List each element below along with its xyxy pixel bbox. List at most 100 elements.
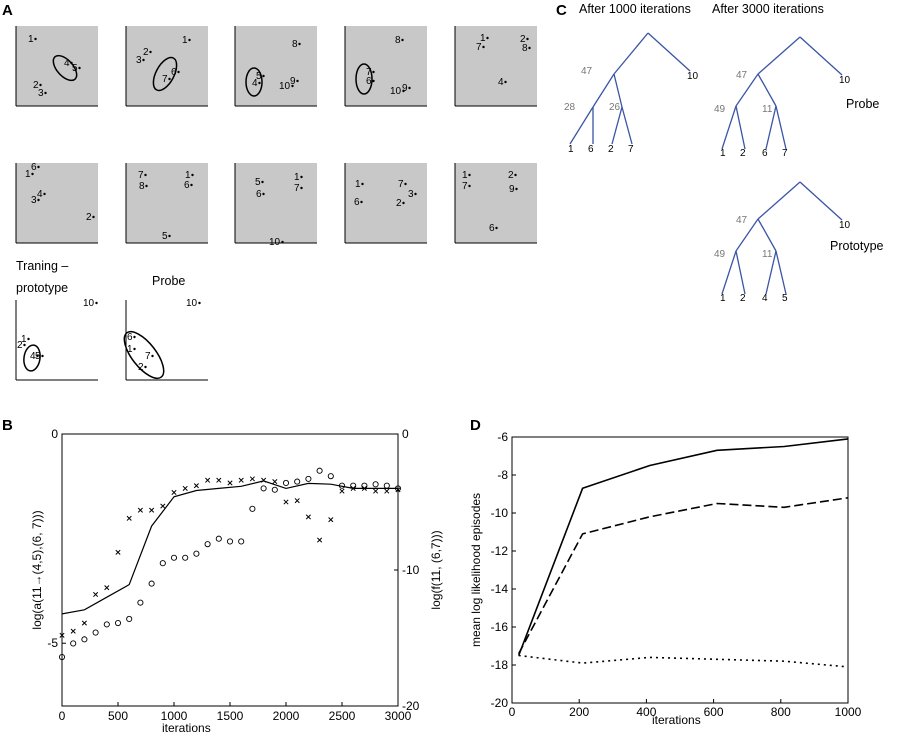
point-dot xyxy=(168,77,171,81)
point-dot xyxy=(23,343,26,347)
box-background xyxy=(455,163,537,243)
point-label: 7 xyxy=(294,183,300,194)
point-label: 5 xyxy=(72,63,78,74)
box-background xyxy=(345,163,427,243)
circle-marker xyxy=(350,482,357,489)
point-dot xyxy=(504,80,507,84)
point-label: 1 xyxy=(355,179,361,190)
x-marker xyxy=(81,620,87,626)
point-dot xyxy=(191,173,194,177)
y-tick-label: -14 xyxy=(491,582,509,596)
point-label: 1 xyxy=(462,170,468,181)
point-label: 3 xyxy=(38,88,44,99)
circle-marker xyxy=(394,485,402,492)
x-marker xyxy=(261,477,267,483)
point-dot xyxy=(404,182,407,186)
leaf-label: 10 xyxy=(839,220,851,231)
circle-marker xyxy=(282,479,290,487)
x-tick-label: 0 xyxy=(59,709,66,723)
node-value: 11 xyxy=(762,104,773,115)
point-dot xyxy=(37,165,40,169)
circle-marker xyxy=(92,629,99,636)
x-marker xyxy=(115,549,121,555)
point-label: 6 xyxy=(127,332,133,343)
x-marker xyxy=(160,503,166,509)
tree-branch xyxy=(735,105,746,150)
point-label: 7 xyxy=(138,170,144,181)
point-dot xyxy=(361,182,364,186)
point-label: 5 xyxy=(256,71,262,82)
x-marker xyxy=(227,480,233,486)
panel-d-chart: iterations mean log likelihood episodes … xyxy=(469,430,862,727)
point-label: 7 xyxy=(145,351,151,362)
tree-branch xyxy=(735,73,759,107)
x-marker xyxy=(137,507,143,513)
point-label: 5 xyxy=(35,351,41,362)
x-tick-label: 400 xyxy=(636,705,656,719)
circle-marker xyxy=(204,541,211,548)
scatter-box: 8 54 910 xyxy=(234,26,317,107)
x-marker xyxy=(238,477,244,483)
point-label: 6 xyxy=(184,180,190,191)
x-marker xyxy=(59,632,65,638)
x-marker xyxy=(283,499,289,505)
x-marker xyxy=(171,489,177,496)
tree-branch xyxy=(592,73,615,108)
scatter-box: 17 28 4 xyxy=(454,26,537,107)
cluster-ellipse xyxy=(23,344,41,372)
point-dot xyxy=(281,240,284,244)
node-value: 47 xyxy=(581,66,593,77)
point-dot xyxy=(408,86,411,90)
point-label: 6 xyxy=(489,223,495,234)
point-label: 9 xyxy=(402,83,408,94)
x-marker xyxy=(294,498,300,504)
scatter-box: 10 61 72 xyxy=(123,298,208,381)
y-tick-label-left: 0 xyxy=(51,427,58,441)
point-dot xyxy=(92,215,95,219)
point-label: 8 xyxy=(522,43,528,54)
point-label: 2 xyxy=(508,170,514,181)
x-marker xyxy=(205,477,211,483)
circle-marker xyxy=(70,640,77,647)
cluster-ellipse xyxy=(355,63,373,95)
point-dot xyxy=(190,183,193,187)
box-background xyxy=(126,26,208,106)
x-tick-label: 600 xyxy=(704,705,724,719)
tree-branch xyxy=(765,105,777,150)
box-title-training-line1: Traning – xyxy=(16,259,68,273)
x-marker xyxy=(216,477,222,483)
leaf-label: 6 xyxy=(762,148,768,159)
point-dot xyxy=(486,36,489,40)
point-dot xyxy=(44,91,47,95)
point-label: 1 xyxy=(294,172,300,183)
point-label: 10 xyxy=(390,86,402,97)
circle-marker xyxy=(159,560,166,567)
dendrogram: 1 2 4 5 10 47 49 11 xyxy=(714,181,851,304)
point-label: 2 xyxy=(86,212,92,223)
point-dot xyxy=(43,192,46,196)
y-tick-label: -16 xyxy=(491,620,509,634)
leaf-label: 5 xyxy=(782,293,788,304)
x-marker xyxy=(70,628,76,634)
series-line xyxy=(61,480,398,615)
panel-c-dendrograms: After 1000 iterations After 3000 iterati… xyxy=(564,2,884,304)
circle-marker xyxy=(193,550,200,557)
point-label: 2 xyxy=(33,80,39,91)
y-tick-label-right: -10 xyxy=(402,563,420,577)
x-tick-label: 200 xyxy=(569,705,589,719)
leaf-label: 10 xyxy=(687,71,699,82)
tree-branch xyxy=(735,250,746,295)
tree-branch xyxy=(613,32,649,75)
tree-branch xyxy=(647,32,691,72)
y-tick-label: -10 xyxy=(491,506,509,520)
point-dot xyxy=(95,301,98,305)
point-dot xyxy=(149,50,152,54)
tree-branch xyxy=(775,105,787,150)
x-marker xyxy=(384,488,390,494)
cluster-ellipse xyxy=(245,67,263,97)
point-dot xyxy=(526,37,529,41)
point-label: 6 xyxy=(366,76,372,87)
cluster-ellipse xyxy=(123,330,165,380)
point-dot xyxy=(360,200,363,204)
leaf-label: 2 xyxy=(740,148,746,159)
